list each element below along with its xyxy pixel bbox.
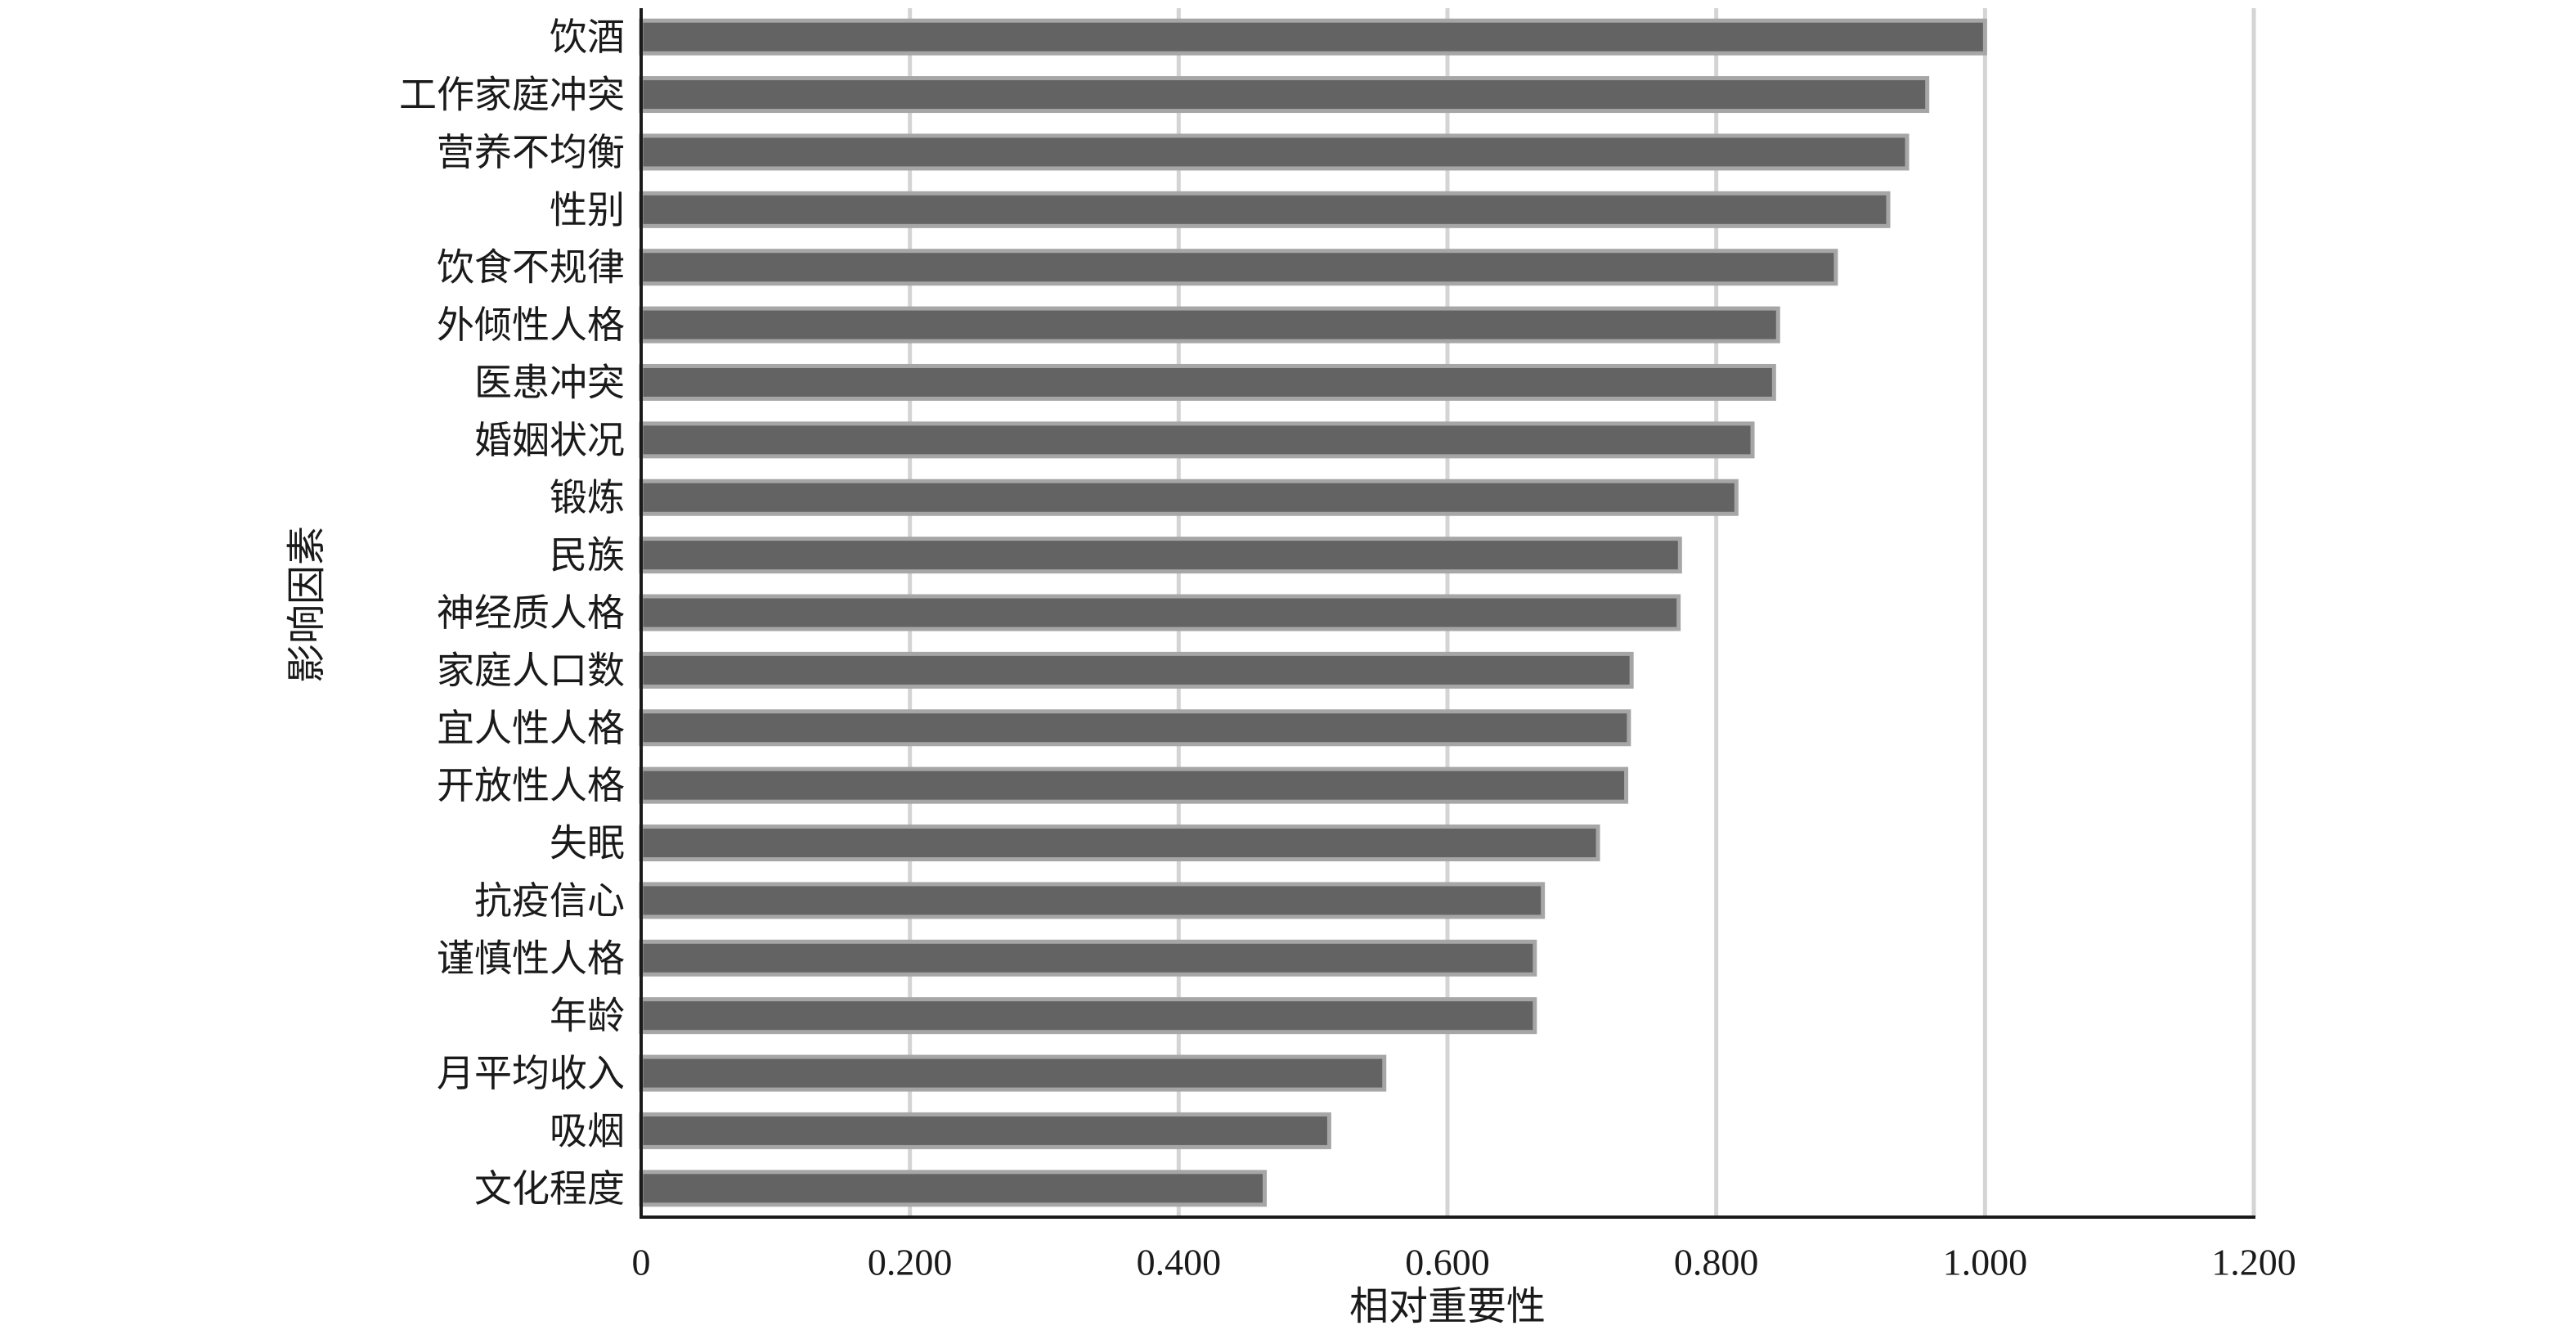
bar [639,594,1681,631]
bar [639,1054,1387,1092]
bar [639,939,1537,977]
y-axis-title: 影响因素 [284,526,330,683]
bars [639,18,1987,1207]
x-tick-labels: 0 0.200 0.400 0.600 0.800 1.000 1.200 [632,1242,2296,1283]
category-label: 抗疫信心 [474,878,625,923]
bar [639,1170,1268,1207]
category-label: 神经质人格 [437,591,625,635]
bar [639,825,1600,862]
category-label: 吸烟 [550,1108,625,1153]
category-label: 月平均收入 [437,1051,625,1095]
bar [639,18,1987,56]
category-label: 外倾性人格 [437,303,625,347]
category-label: 年龄 [550,994,625,1038]
x-axis-title: 相对重要性 [1349,1283,1546,1329]
category-label: 开放性人格 [437,763,625,807]
bar [639,882,1546,919]
category-label: 婚姻状况 [474,418,625,462]
category-label: 文化程度 [474,1166,625,1211]
x-tick-label: 0.600 [1405,1242,1490,1283]
category-label: 宜人性人格 [437,706,625,750]
category-label: 工作家庭冲突 [399,73,625,117]
x-tick-label: 1.000 [1943,1242,2028,1283]
bar [639,249,1838,286]
bar [639,421,1755,459]
bar [639,1112,1331,1149]
category-label: 失眠 [550,821,625,865]
bar [639,76,1930,114]
axes [640,8,2255,1219]
category-label: 医患冲突 [474,360,625,404]
category-label: 饮酒 [550,15,625,59]
bar [639,766,1629,804]
x-tick-label: 1.200 [2211,1242,2296,1283]
bar [639,306,1780,344]
bar [639,709,1631,747]
x-tick-label: 0.400 [1137,1242,1222,1283]
category-label: 性别 [550,187,625,231]
category-label: 谨慎性人格 [437,936,625,980]
x-tick-label: 0.200 [868,1242,953,1283]
category-label: 营养不均衡 [437,130,625,174]
bar [639,363,1776,401]
category-label: 民族 [550,533,625,577]
category-labels: 饮酒工作家庭冲突营养不均衡性别饮食不规律外倾性人格医患冲突婚姻状况锻炼民族神经质… [399,15,625,1211]
bar [639,133,1910,171]
x-tick-label: 0 [632,1242,651,1283]
category-label: 饮食不规律 [437,245,625,290]
category-label: 家庭人口数 [437,648,625,692]
bar [639,479,1739,516]
bar [639,191,1891,228]
bar [639,997,1537,1035]
x-tick-label: 0.800 [1674,1242,1759,1283]
bar [639,651,1634,689]
category-label: 锻炼 [550,475,625,519]
bar [639,537,1682,574]
